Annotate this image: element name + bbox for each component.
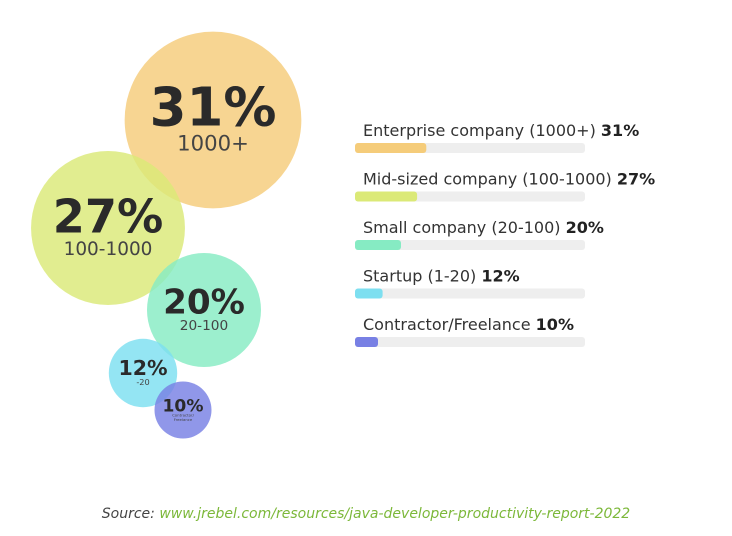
bar-label: Startup (1-20) 12% [363,267,520,286]
bar-track [355,288,585,299]
bubble-value: 20% [163,282,245,322]
bar [355,337,378,347]
bubble [154,381,212,439]
bar-track [355,337,585,347]
bubble-value: 10% [163,397,204,417]
bar-track [355,240,585,250]
bubble-value: 31% [150,76,277,138]
source: Source: www.jrebel.com/resources/java-de… [102,506,631,522]
bubble [108,338,178,408]
category: Contractor/Freelance [363,315,531,334]
bubble-label: -20 [136,377,149,387]
bar [355,240,401,250]
bubble-value: 12% [118,356,167,380]
bar [355,143,427,153]
category: Small company (20-100) [363,218,561,237]
bubble [31,151,185,305]
bubble-label: 20-100 [180,318,228,334]
bar-label: Contractor/Freelance 10% [363,315,574,334]
bar-label: Small company (20-100) 20% [363,218,604,237]
bubble-value: 27% [53,190,163,244]
bar [355,191,418,202]
bubble-label: Contractor/ [172,412,194,417]
bubble-label: 100-1000 [64,239,153,260]
category: Startup (1-20) [363,267,476,286]
bubble [124,31,302,209]
category: Mid-sized company (100-1000) [363,170,612,189]
category: Enterprise company (1000+) [363,121,596,140]
bubble-label: 1000+ [177,131,249,156]
source-label: Source: [102,506,155,522]
value-label: 27% [617,170,655,189]
value-label: 12% [481,267,519,286]
value-label: 20% [566,218,604,237]
bubble [147,253,261,367]
bar-label: Mid-sized company (100-1000) 27% [363,170,655,189]
value-label: 10% [536,315,574,334]
bar-label: Enterprise company (1000+) 31% [363,121,639,140]
bar [355,288,383,299]
value-label: 31% [601,121,639,140]
bubble-label: Freelance [174,417,193,422]
source-url[interactable]: www.jrebel.com/resources/java-developer-… [159,506,630,522]
